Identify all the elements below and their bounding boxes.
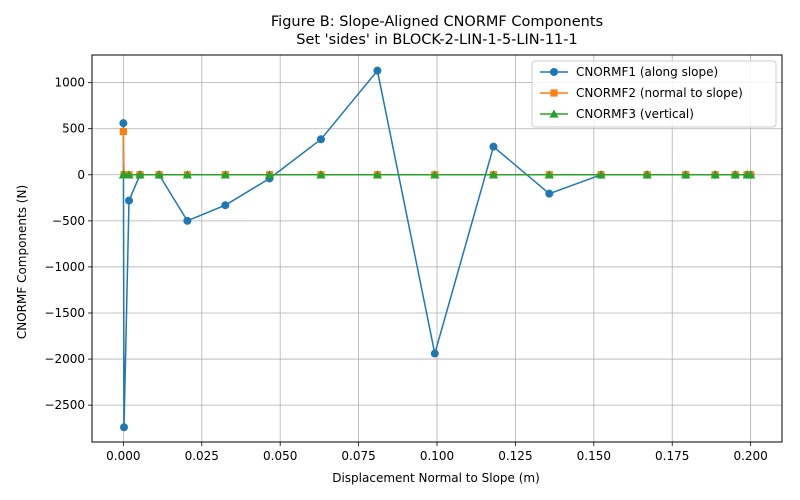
data-point xyxy=(119,127,127,136)
legend-box xyxy=(531,60,777,128)
data-point xyxy=(489,142,498,151)
data-point xyxy=(316,135,325,144)
y-tick-label: −1500 xyxy=(44,306,85,320)
x-tick-label: 0.075 xyxy=(341,449,375,463)
data-point xyxy=(642,170,652,179)
data-point xyxy=(372,170,383,179)
axis-ticks: 0.000 0.025 0.050 0.075 0.100 0.125 0.150 0.175… xyxy=(44,76,767,463)
x-tick-label: 0.150 xyxy=(577,449,611,463)
y-axis-label: CNORMF Components (N) xyxy=(15,185,29,339)
data-point xyxy=(220,170,230,179)
x-tick-label: 0.000 xyxy=(106,449,140,463)
legend-label: CNORMF3 (vertical) xyxy=(576,107,694,121)
x-tick-label: 0.050 xyxy=(263,449,297,463)
data-point xyxy=(119,119,128,128)
y-tick-label: −2500 xyxy=(44,398,85,412)
plot-series xyxy=(118,66,756,432)
x-tick-label: 0.025 xyxy=(185,449,219,463)
data-point xyxy=(730,170,740,179)
data-point xyxy=(135,170,145,179)
data-point xyxy=(596,170,606,179)
y-tick-label: −2000 xyxy=(44,352,85,366)
legend-marker xyxy=(550,68,558,76)
data-point xyxy=(488,170,499,179)
x-axis-label: Displacement Normal to Slope (m) xyxy=(332,471,540,485)
data-point xyxy=(430,170,440,179)
legend-label: CNORMF2 (normal to slope) xyxy=(576,86,743,100)
data-point xyxy=(545,189,554,198)
legend-entry: CNORMF1 (along slope) xyxy=(540,65,718,79)
data-point xyxy=(373,66,382,75)
legend-marker xyxy=(549,109,559,118)
y-tick-label: −1000 xyxy=(44,260,85,274)
y-tick-label: −500 xyxy=(52,214,85,228)
x-tick-label: 0.200 xyxy=(733,449,767,463)
y-tick-label: 1000 xyxy=(54,76,85,90)
data-point xyxy=(710,170,720,179)
legend: CNORMF1 (along slope) CNORMF2 (normal to … xyxy=(531,60,777,128)
series-3 xyxy=(118,170,756,179)
x-tick-label: 0.100 xyxy=(420,449,454,463)
data-point xyxy=(124,170,134,179)
x-tick-label: 0.175 xyxy=(655,449,689,463)
legend-label: CNORMF1 (along slope) xyxy=(576,65,718,79)
chart-title: Figure B: Slope-Aligned CNORMF Component… xyxy=(271,14,603,30)
y-tick-label: 500 xyxy=(62,122,85,136)
legend-marker xyxy=(550,89,558,97)
data-point xyxy=(681,170,691,179)
data-point xyxy=(119,423,128,432)
data-point xyxy=(221,201,230,210)
data-point xyxy=(430,349,439,358)
data-point xyxy=(183,216,192,225)
x-tick-label: 0.125 xyxy=(498,449,532,463)
data-point xyxy=(316,170,326,179)
legend-entry: CNORMF3 (vertical) xyxy=(540,107,694,121)
chart-subtitle: Set 'sides' in BLOCK-2-LIN-1-5-LIN-11-1 xyxy=(296,32,578,48)
legend-entry: CNORMF2 (normal to slope) xyxy=(540,86,743,100)
data-point xyxy=(125,196,134,205)
data-point xyxy=(544,170,554,179)
grid xyxy=(92,55,782,442)
data-point xyxy=(746,170,756,179)
data-point xyxy=(182,170,192,179)
data-point xyxy=(154,170,164,179)
y-tick-label: 0 xyxy=(77,168,85,182)
data-point xyxy=(264,170,275,179)
